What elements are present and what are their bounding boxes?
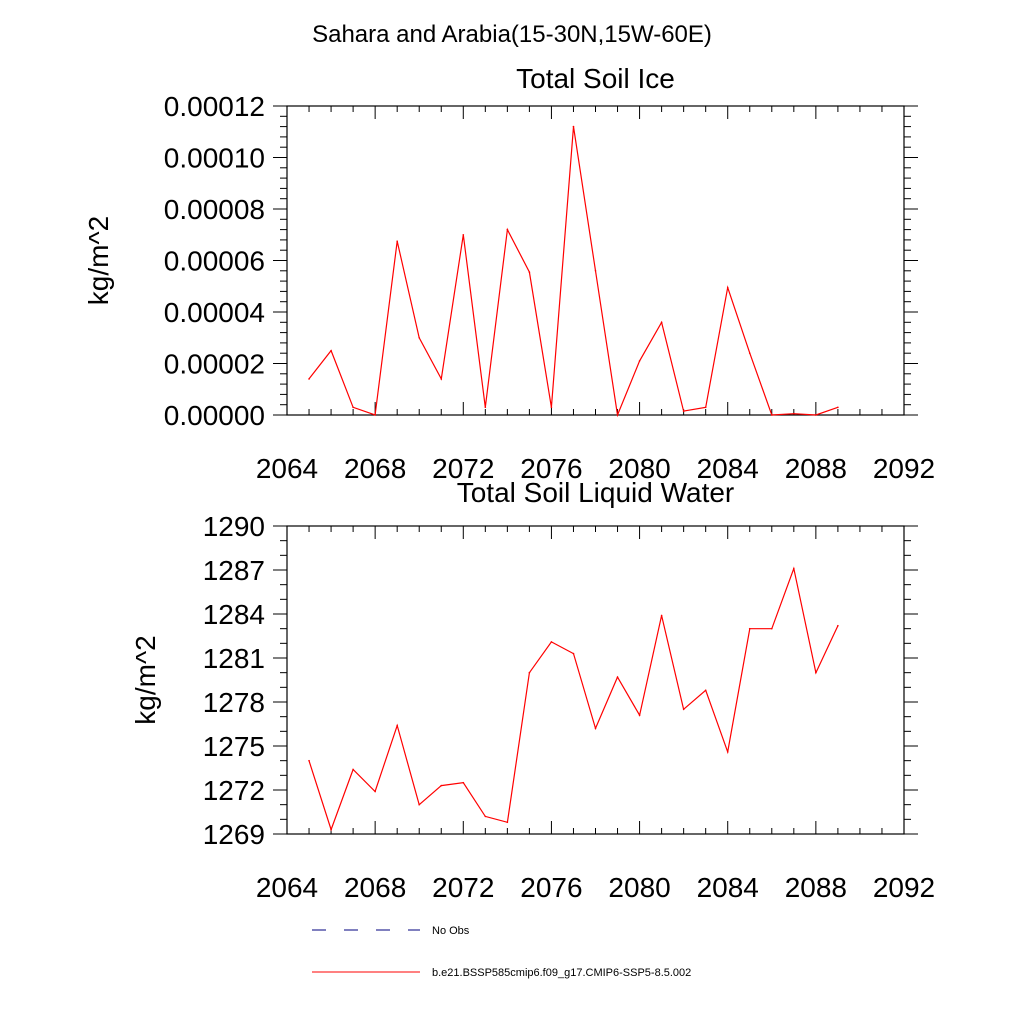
- chart-0-data-point: [682, 410, 685, 412]
- chart-1-data-point: [638, 714, 641, 716]
- chart-1-x-tick-label: 2072: [432, 872, 494, 903]
- chart-1-data-point: [484, 815, 487, 818]
- chart-1-y-tick-label: 1278: [203, 687, 265, 718]
- chart-0-data-point: [770, 414, 773, 416]
- chart-0-y-tick-label: 0.00008: [164, 194, 265, 225]
- chart-1-data-point: [660, 614, 663, 617]
- chart-0-plot-frame: [286, 105, 905, 416]
- chart-0-data-point: [660, 321, 663, 324]
- chart-1-x-tick-label: 2088: [785, 872, 847, 903]
- chart-0-y-tick-label: 0.00000: [164, 400, 265, 431]
- chart-0-title: Total Soil Ice: [516, 63, 675, 94]
- chart-0-data-point: [748, 352, 751, 355]
- chart-0-y-axis-label: kg/m^2: [83, 216, 114, 305]
- chart-1-y-tick-label: 1275: [203, 731, 265, 762]
- chart-1-series-b-e21-bssp585cmip6-f09-g17-cmip6-ssp5-8--line: [308, 566, 839, 832]
- chart-0-data-point: [616, 414, 619, 416]
- chart-1-data-point: [528, 671, 531, 674]
- chart-0-y-tick-label: 0.00010: [164, 143, 265, 174]
- chart-1-data-point: [308, 759, 310, 762]
- chart-1-data-point: [682, 708, 685, 711]
- chart-1-data-point: [572, 652, 575, 655]
- chart-0-data-point: [308, 378, 310, 380]
- chart-1-data-point: [506, 821, 509, 824]
- chart-1-data-point: [440, 784, 443, 787]
- legend: No Obs b.e21.BSSP585cmip6.f09_g17.CMIP6-S…: [312, 925, 691, 979]
- chart-0-x-tick-label: 2092: [873, 453, 935, 484]
- chart-0-data-point: [352, 406, 354, 409]
- chart-1-data-point: [330, 828, 332, 831]
- chart-0-data-point: [374, 414, 376, 416]
- chart-0-y-tick-label: 0.00002: [164, 349, 265, 380]
- chart-1-data-point: [726, 751, 729, 753]
- chart-1-data-point: [550, 641, 553, 643]
- chart-0-x-tick-label: 2088: [785, 453, 847, 484]
- chart-0-data-point: [572, 125, 575, 128]
- chart-0-series-b-e21-bssp585cmip6-f09-g17-cmip6-ssp5-8--line: [308, 126, 839, 418]
- chart-0-data-point: [550, 406, 553, 409]
- chart-1-y-tick-label: 1287: [203, 555, 265, 586]
- chart-1-y-tick-label: 1290: [203, 511, 265, 542]
- chart-1-y-tick-label: 1281: [203, 643, 265, 674]
- chart-0-data-point: [638, 360, 641, 362]
- chart-1-y-tick-label: 1272: [203, 775, 265, 806]
- chart-0-x-tick-label: 2080: [608, 453, 670, 484]
- chart-0-data-point: [704, 406, 707, 409]
- panel-total-soil-ice: Total Soil Ice 2064 2068 2072 2076 2080 2084 20…: [83, 63, 935, 484]
- chart-0-data-point: [815, 414, 817, 416]
- legend-label-no-obs: No Obs: [432, 925, 470, 937]
- chart-1-x-tick-label: 2092: [873, 872, 935, 903]
- chart-0-data-point: [440, 378, 443, 380]
- chart-1-data-point: [748, 627, 751, 630]
- chart-0-data-point: [330, 349, 332, 352]
- chart-0-y-tick-label: 0.00004: [164, 297, 265, 328]
- chart-0-data-point: [726, 286, 729, 289]
- chart-0-y-tick-label: 0.00012: [164, 91, 265, 122]
- chart-0-x-tick-label: 2076: [520, 453, 582, 484]
- chart-1-y-tick-label: 1284: [203, 599, 265, 630]
- chart-1-data-point: [616, 676, 619, 678]
- chart-0-data-point: [396, 240, 398, 242]
- chart-1-title: Total Soil Liquid Water: [457, 477, 735, 508]
- chart-0-x-tick-label: 2068: [344, 453, 406, 484]
- chart-0-data-point: [506, 228, 509, 231]
- chart-0-data-point: [462, 233, 465, 236]
- chart-0-x-tick-label: 2064: [256, 453, 318, 484]
- panel-total-soil-liquid-water: Total Soil Liquid Water 2064 2068 2072 2076 2…: [130, 477, 935, 903]
- chart-1-data-point: [770, 627, 773, 630]
- chart-1-data-point: [837, 624, 839, 627]
- chart-1-data-point: [352, 768, 354, 771]
- chart-1-x-tick-label: 2068: [344, 872, 406, 903]
- chart-1-data-point: [815, 671, 817, 674]
- chart-1-data-point: [418, 803, 421, 806]
- chart-1-plot-frame: [286, 525, 905, 835]
- chart-1-y-tick-label: 1269: [203, 819, 265, 850]
- chart-1-data-point: [594, 727, 597, 730]
- chart-1-x-tick-label: 2076: [520, 872, 582, 903]
- chart-0-data-point: [484, 406, 487, 409]
- chart-1-x-tick-label: 2064: [256, 872, 318, 903]
- legend-label-model: b.e21.BSSP585cmip6.f09_g17.CMIP6-SSP5-8.…: [432, 967, 691, 979]
- chart-0-x-tick-label: 2084: [697, 453, 759, 484]
- chart-1-data-point: [374, 790, 376, 793]
- chart-1-data-point: [704, 689, 707, 692]
- chart-1-data-point: [793, 567, 795, 570]
- chart-0-x-tick-label: 2072: [432, 453, 494, 484]
- chart-1-x-tick-label: 2080: [608, 872, 670, 903]
- chart-0-data-point: [418, 336, 421, 339]
- chart-1-data-point: [396, 724, 398, 727]
- chart-1-data-point: [462, 781, 465, 784]
- chart-0-data-point: [594, 270, 597, 272]
- page-title: Sahara and Arabia(15-30N,15W-60E): [312, 21, 712, 48]
- chart-0-data-point: [793, 412, 795, 415]
- chart-1-y-axis-label: kg/m^2: [130, 635, 161, 724]
- chart-0-y-tick-label: 0.00006: [164, 246, 265, 277]
- chart-0-data-point: [837, 406, 839, 409]
- chart-0-data-point: [528, 271, 531, 273]
- chart-1-x-tick-label: 2084: [697, 872, 759, 903]
